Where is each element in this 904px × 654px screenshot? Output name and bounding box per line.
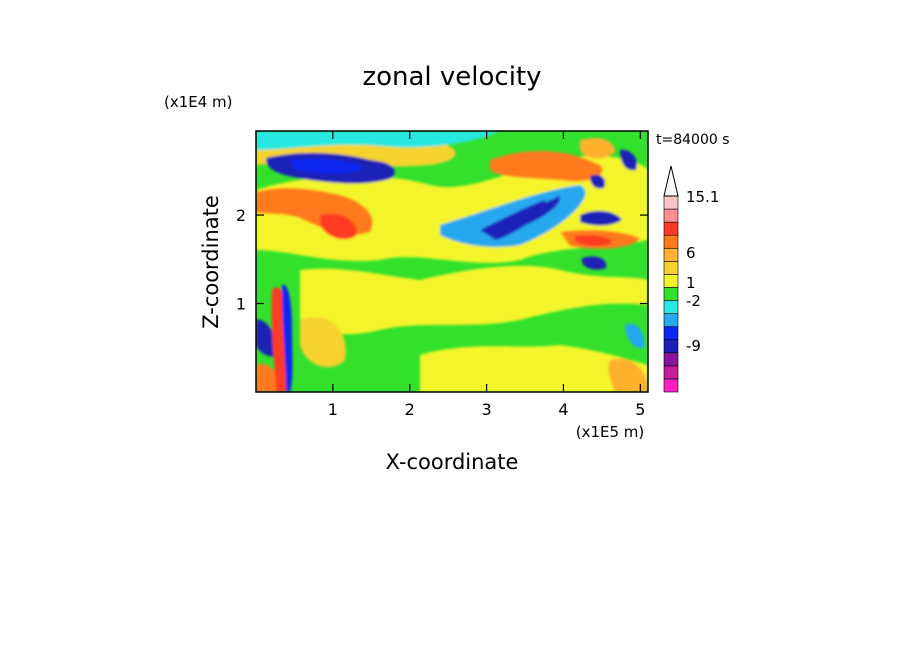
plot-frame: [255, 130, 649, 393]
chart-title: zonal velocity: [362, 62, 541, 92]
colorbar-segment: [663, 326, 679, 341]
colorbar-segment: [663, 234, 679, 249]
colorbar-segment: [663, 261, 679, 275]
y-tick-label: 1: [236, 295, 246, 314]
colorbar: 15.1 6 1-2 -9: [663, 165, 719, 393]
contour-blue-upper-left: [290, 158, 365, 174]
contour-orange-top-right: [580, 138, 615, 159]
colorbar-segment: [663, 247, 679, 262]
time-label: t=84000 s: [656, 132, 730, 148]
y-axis-label: Z-coordinate: [199, 195, 223, 329]
contour-yellow-bottom: [420, 345, 648, 392]
colorbar-tick-label: -9: [686, 337, 701, 355]
colorbar-segment: [663, 300, 679, 314]
contour-darkblue-top-edge: [620, 149, 637, 171]
contour-darkblue-right: [580, 210, 622, 226]
contour-orange-bottom-right: [608, 358, 648, 392]
colorbar-extend-arrow: [663, 165, 679, 197]
x-unit-label: (x1E5 m): [576, 423, 645, 441]
contour-darkblue-streak-1: [480, 200, 546, 240]
contour-red-left: [320, 213, 357, 240]
x-axis-label: X-coordinate: [386, 450, 519, 474]
contour-darkblue-left-edge: [256, 319, 278, 357]
colorbar-tick-label: 1: [686, 274, 696, 292]
contour-yellow-mid: [300, 265, 648, 335]
colorbar-segment: [663, 352, 679, 367]
contour-darkblue-spot: [590, 174, 606, 189]
colorbar-tick-label: 15.1: [686, 188, 719, 206]
x-tick-label: 2: [405, 400, 415, 419]
contour-orange-bottom-left: [256, 363, 282, 392]
contour-field: [256, 131, 648, 392]
colorbar-tick-label: -2: [686, 292, 701, 310]
axes: 1 2 3 4 5 1 2: [236, 131, 648, 419]
y-tick-label: 2: [236, 206, 246, 225]
colorbar-segment: [663, 287, 679, 301]
x-tick-label: 1: [328, 400, 338, 419]
colorbar-tick-label: 6: [686, 244, 696, 262]
x-tick-label: 5: [635, 400, 645, 419]
contour-cyan-top: [256, 131, 500, 150]
contour-darkblue-lower-right: [582, 256, 607, 270]
contour-red-right: [575, 235, 612, 246]
colorbar-segment: [663, 378, 679, 393]
y-unit-label: (x1E4 m): [164, 93, 233, 111]
contour-blue-column: [282, 284, 293, 392]
contour-darkblue-streak-2: [510, 196, 561, 228]
colorbar-segment: [663, 195, 679, 210]
x-tick-label: 4: [558, 400, 568, 419]
colorbar-segment: [663, 274, 679, 288]
contour-yellow-left: [300, 317, 346, 368]
x-tick-label: 3: [481, 400, 491, 419]
contour-orange-upper-right: [490, 150, 603, 182]
contour-lightblue-right-edge: [625, 323, 645, 349]
colorbar-segment: [663, 313, 679, 327]
colorbar-segment: [663, 339, 679, 354]
colorbar-segment: [663, 208, 679, 223]
colorbar-segment: [663, 221, 679, 236]
colorbar-segment: [663, 365, 679, 380]
